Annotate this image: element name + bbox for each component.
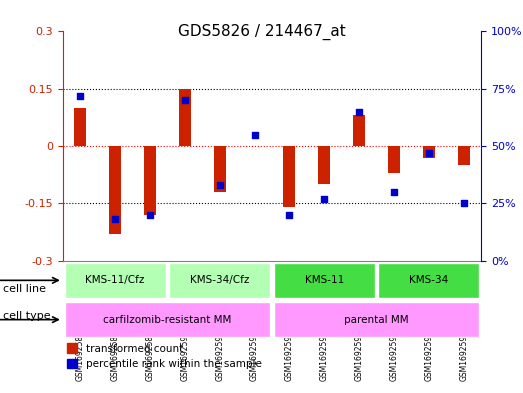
Text: KMS-11/Cfz: KMS-11/Cfz — [85, 275, 145, 285]
Point — [111, 216, 119, 222]
Bar — [109, 146, 121, 234]
FancyBboxPatch shape — [64, 263, 166, 298]
Point — [390, 189, 398, 195]
Text: GSM1692598: GSM1692598 — [459, 330, 468, 381]
Point — [425, 150, 433, 156]
Point — [285, 212, 293, 218]
Text: parental MM: parental MM — [344, 315, 409, 325]
Bar — [423, 146, 435, 158]
Bar — [283, 146, 295, 207]
Text: cell type: cell type — [3, 311, 50, 321]
Point — [215, 182, 224, 188]
Point — [460, 200, 468, 206]
Text: GSM1692592: GSM1692592 — [250, 330, 259, 381]
Text: carfilzomib-resistant MM: carfilzomib-resistant MM — [103, 315, 232, 325]
Text: GDS5826 / 214467_at: GDS5826 / 214467_at — [178, 24, 345, 40]
Bar — [213, 146, 226, 192]
Bar — [144, 146, 156, 215]
Point — [146, 212, 154, 218]
Text: cell line: cell line — [3, 284, 46, 294]
Point — [76, 92, 84, 99]
Point — [251, 131, 259, 138]
Text: GSM1692597: GSM1692597 — [424, 330, 434, 381]
FancyBboxPatch shape — [169, 263, 270, 298]
Text: GSM1692596: GSM1692596 — [390, 330, 399, 381]
Text: GSM1692588: GSM1692588 — [110, 330, 120, 381]
Text: GSM1692589: GSM1692589 — [145, 330, 154, 381]
Point — [180, 97, 189, 103]
Bar — [353, 116, 365, 146]
Text: KMS-34/Cfz: KMS-34/Cfz — [190, 275, 249, 285]
Point — [355, 108, 363, 115]
Bar — [318, 146, 331, 184]
Text: GSM1692593: GSM1692593 — [285, 330, 294, 381]
Bar — [388, 146, 400, 173]
Text: KMS-11: KMS-11 — [304, 275, 344, 285]
Point — [320, 196, 328, 202]
Text: KMS-34: KMS-34 — [409, 275, 449, 285]
Bar — [179, 89, 191, 146]
Bar — [458, 146, 470, 165]
FancyBboxPatch shape — [64, 302, 270, 337]
Text: GSM1692595: GSM1692595 — [355, 330, 363, 381]
Text: GSM1692594: GSM1692594 — [320, 330, 329, 381]
Text: GSM1692590: GSM1692590 — [180, 330, 189, 381]
FancyBboxPatch shape — [274, 263, 375, 298]
Text: GSM1692591: GSM1692591 — [215, 330, 224, 381]
Text: GSM1692587: GSM1692587 — [76, 330, 85, 381]
Bar — [74, 108, 86, 146]
FancyBboxPatch shape — [274, 302, 480, 337]
FancyBboxPatch shape — [378, 263, 480, 298]
Legend: transformed count, percentile rank within the sample: transformed count, percentile rank withi… — [63, 339, 266, 373]
